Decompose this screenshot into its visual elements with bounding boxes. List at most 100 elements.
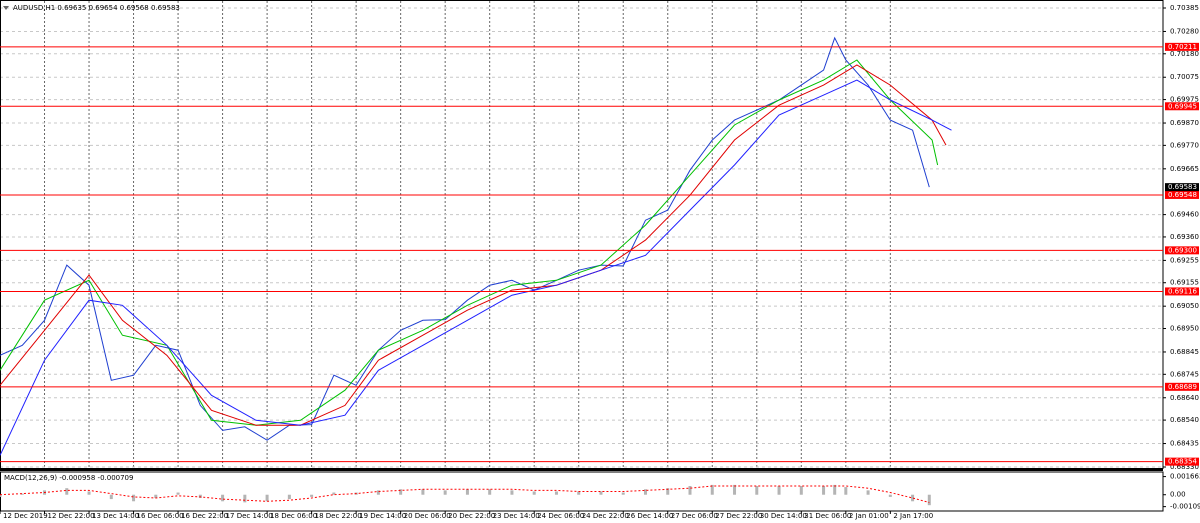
y-tick-label: 0.69255 [1170,256,1199,264]
level-label-box [1165,287,1199,296]
y-tick-label: 0.69360 [1170,233,1199,241]
y-tick-label: 0.001663 [1170,473,1200,481]
chart-title: AUDUSD,H1 0.69635 0.69654 0.69568 0.6958… [13,4,180,12]
macd-bar [833,484,837,495]
macd-bar [799,486,803,495]
macd-title: MACD(12,26,9) -0.000958 -0.000709 [4,474,133,482]
level-label-box [1165,102,1199,111]
macd-bar [688,486,692,495]
macd-bar [176,492,180,495]
macd-bar [399,489,403,495]
y-tick-label: 0.69155 [1170,279,1199,287]
y-tick-label: -0.001091 [1170,503,1200,511]
macd-bar [376,490,380,495]
macd-bar [132,494,136,502]
x-tick-label: 20 Dec 06:00 [404,512,451,520]
x-tick-label: 23 Dec 14:00 [493,512,540,520]
x-tick-label: 30 Dec 14:00 [760,512,807,520]
y-tick-label: 0.68640 [1170,394,1199,402]
macd-bar [443,490,447,495]
level-label-box [1165,42,1199,51]
level-label-box [1165,457,1199,466]
x-tick-label: 31 Dec 06:00 [804,512,851,520]
price-line [0,79,952,456]
level-label: 0.69945 [1168,102,1197,110]
x-tick-label: 19 Dec 14:00 [359,512,406,520]
macd-bar [577,491,581,495]
y-tick-label: 0.69050 [1170,302,1199,310]
y-tick-label: 0.70385 [1170,4,1199,12]
macd-bar [488,489,492,495]
macd-bar [65,488,69,495]
x-tick-label: 24 Dec 22:00 [582,512,629,520]
macd-bar [927,494,931,506]
macd-bar [465,489,469,495]
x-tick-label: 12 Dec 2019 [3,512,48,520]
y-tick-label: 0.00 [1170,491,1186,499]
y-tick-label: 0.69870 [1170,119,1199,127]
level-label-box [1165,382,1199,391]
price-line [0,59,939,426]
macd-bar [87,491,91,495]
x-tick-label: 16 Dec 06:00 [137,512,184,520]
macd-bar [154,494,158,498]
level-label-box [1165,190,1199,199]
x-tick-label: 13 Dec 14:00 [92,512,139,520]
y-tick-label: 0.70180 [1170,50,1199,58]
x-tick-label: 26 Dec 14:00 [626,512,673,520]
x-tick-label: 2 Jan 01:00 [849,512,889,520]
level-label: 0.68354 [1168,458,1197,466]
macd-bar [198,494,202,498]
last-price-box [1165,183,1199,192]
y-tick-label: 0.68845 [1170,348,1199,356]
level-label-box [1165,246,1199,255]
level-label: 0.69300 [1168,246,1197,254]
x-tick-label: 16 Dec 22:00 [181,512,228,520]
y-tick-label: 0.70075 [1170,73,1199,81]
level-label: 0.69116 [1168,287,1197,295]
signal-line [0,485,930,503]
x-tick-label: 18 Dec 06:00 [270,512,317,520]
y-tick-label: 0.68435 [1170,440,1199,448]
y-tick-label: 0.68330 [1170,463,1199,471]
macd-bar [554,491,558,495]
y-tick-label: 0.69460 [1170,211,1199,219]
main-frame [0,0,1164,469]
y-tick-label: 0.68950 [1170,325,1199,333]
macd-bar [911,494,915,502]
x-tick-label: 2 Jan 17:00 [893,512,933,520]
y-tick-label: 0.69770 [1170,141,1199,149]
macd-bar [421,489,425,495]
y-tick-label: 0.69975 [1170,96,1199,104]
macd-bar [643,489,647,495]
macd-bar [265,494,269,502]
x-tick-label: 27 Dec 22:00 [715,512,762,520]
last-price-label: 0.69583 [1168,183,1197,191]
x-tick-label: 27 Dec 06:00 [671,512,718,520]
macd-frame [0,471,1164,512]
macd-bar [109,494,113,500]
macd-bar [844,487,848,495]
macd-bar [733,484,737,495]
macd-bar [777,486,781,495]
macd-bar [621,492,625,495]
macd-bar [710,484,714,495]
macd-bar [243,494,247,503]
menu-arrow [3,6,9,10]
x-tick-label: 20 Dec 22:00 [448,512,495,520]
price-line [0,64,947,426]
level-label: 0.69548 [1168,191,1197,199]
x-tick-label: 12 Dec 22:00 [48,512,95,520]
macd-bar [510,490,514,495]
y-tick-label: 0.68745 [1170,370,1199,378]
macd-bar [221,494,225,502]
macd-bar [755,486,759,495]
x-tick-label: 24 Dec 06:00 [537,512,584,520]
macd-bar [532,491,536,495]
y-tick-label: 0.70280 [1170,27,1199,35]
level-label: 0.68689 [1168,383,1197,391]
macd-bar [0,494,2,497]
macd-bar [310,494,314,497]
